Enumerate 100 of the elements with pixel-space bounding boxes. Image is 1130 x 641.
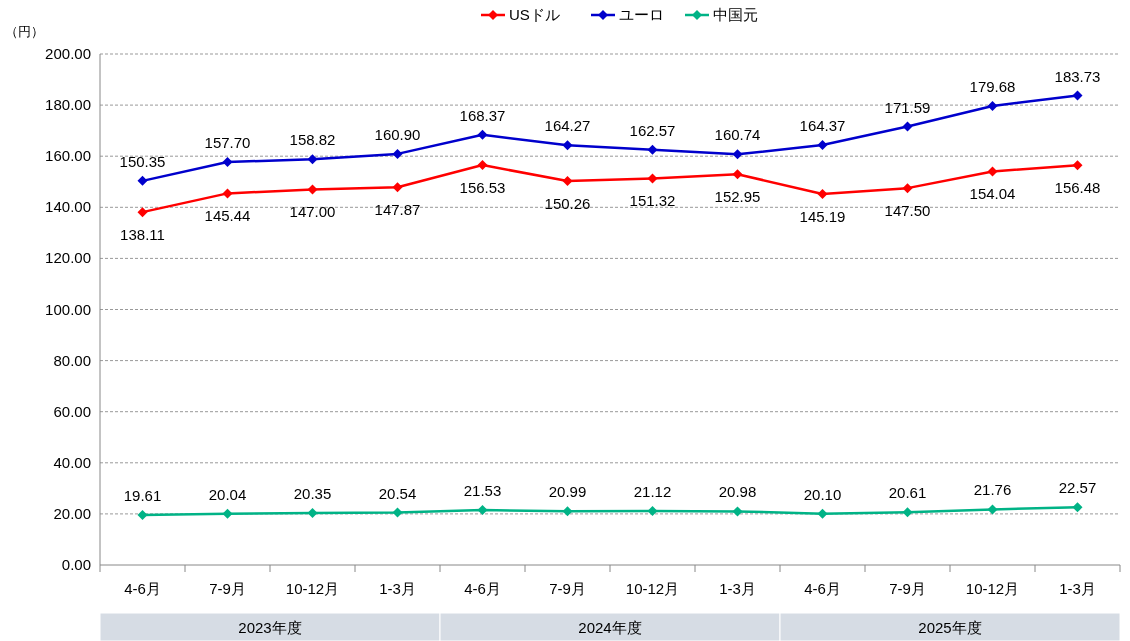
data-label: 151.32 <box>629 192 676 210</box>
x-tick-label: 7-9月 <box>889 580 926 597</box>
y-tick-label: 180.00 <box>45 96 91 114</box>
x-tick-label: 7-9月 <box>549 580 586 597</box>
data-label: 20.35 <box>293 485 332 503</box>
point <box>307 184 318 195</box>
data-label: 179.68 <box>969 77 1016 95</box>
point <box>647 144 658 155</box>
x-tick-label: 7-9月 <box>209 580 246 597</box>
y-tick-label: 120.00 <box>45 249 91 267</box>
data-label: 154.04 <box>969 185 1016 203</box>
data-label: 21.53 <box>463 481 502 499</box>
data-label: 19.61 <box>123 486 162 504</box>
x-tick-label: 4-6月 <box>464 580 501 597</box>
point <box>1072 502 1083 513</box>
point <box>647 173 658 184</box>
point <box>987 100 998 111</box>
point <box>477 160 488 171</box>
y-axis-title: （円） <box>5 24 44 39</box>
point <box>392 507 403 518</box>
data-label: 138.11 <box>120 226 165 244</box>
point <box>137 509 148 520</box>
y-tick-label: 20.00 <box>53 504 91 522</box>
data-label: 20.98 <box>718 483 757 501</box>
data-label: 20.04 <box>208 485 247 503</box>
point <box>137 207 148 218</box>
data-label: 145.19 <box>799 208 846 226</box>
x-tick-label: 10-12月 <box>285 580 340 597</box>
point <box>1072 90 1083 101</box>
data-label: 147.87 <box>374 201 421 219</box>
point <box>222 157 233 168</box>
point <box>222 188 233 199</box>
data-label: 168.37 <box>459 106 506 124</box>
x-tick-label: 1-3月 <box>719 580 756 597</box>
y-tick-label: 80.00 <box>53 351 91 369</box>
data-label: 21.12 <box>633 483 672 501</box>
y-tick-label: 100.00 <box>45 300 91 318</box>
legend-label: USドル <box>509 6 560 23</box>
data-label: 147.50 <box>884 202 931 220</box>
data-label: 22.57 <box>1058 479 1097 497</box>
y-tick-label: 160.00 <box>45 147 91 165</box>
data-label: 160.90 <box>374 125 421 143</box>
x-tick-label: 10-12月 <box>965 580 1020 597</box>
x-tick-label: 4-6月 <box>124 580 161 597</box>
data-label: 145.44 <box>204 207 251 225</box>
y-tick-label: 140.00 <box>45 198 91 216</box>
point <box>987 504 998 515</box>
point <box>902 183 913 194</box>
y-tick-label: 40.00 <box>53 453 91 471</box>
data-label: 160.74 <box>714 126 761 144</box>
text: 2025年度 <box>918 619 982 636</box>
x-tick-label: 4-6月 <box>804 580 841 597</box>
x-tick-label: 1-3月 <box>379 580 416 597</box>
point <box>307 508 318 519</box>
x-tick-label: 1-3月 <box>1059 580 1096 597</box>
point <box>562 506 573 517</box>
point <box>477 129 488 140</box>
point <box>732 506 743 517</box>
data-label: 20.61 <box>888 484 927 502</box>
text: 2024年度 <box>578 619 642 636</box>
text: 2023年度 <box>238 619 302 636</box>
point <box>562 176 573 187</box>
point <box>222 508 233 519</box>
data-label: 152.95 <box>714 188 761 206</box>
data-label: 171.59 <box>884 98 931 116</box>
point <box>817 508 828 519</box>
data-label: 157.70 <box>204 134 251 152</box>
data-label: 156.53 <box>459 179 506 197</box>
data-label: 20.99 <box>548 483 587 501</box>
data-label: 20.54 <box>378 484 417 502</box>
point <box>647 506 658 517</box>
point <box>392 148 403 159</box>
y-tick-label: 200.00 <box>45 45 91 62</box>
data-label: 183.73 <box>1054 67 1101 85</box>
data-label: 164.27 <box>544 117 591 135</box>
point <box>307 154 318 165</box>
point <box>817 189 828 200</box>
data-label: 164.37 <box>799 117 846 135</box>
x-tick-label: 10-12月 <box>625 580 680 597</box>
data-label: 158.82 <box>289 131 336 149</box>
y-tick-label: 0.00 <box>61 556 91 573</box>
data-label: 162.57 <box>629 121 676 139</box>
data-label: 156.48 <box>1054 179 1101 197</box>
point <box>732 169 743 180</box>
legend-label: ユーロ <box>619 6 664 23</box>
data-label: 20.10 <box>803 485 842 503</box>
y-tick-label: 60.00 <box>53 402 91 420</box>
point <box>137 175 148 186</box>
point <box>732 149 743 160</box>
data-label: 150.26 <box>544 195 591 213</box>
data-label: 147.00 <box>289 203 336 221</box>
data-label: 21.76 <box>973 481 1012 499</box>
point <box>477 504 488 515</box>
point <box>902 121 913 132</box>
point <box>1072 160 1083 171</box>
legend-label: 中国元 <box>713 6 758 23</box>
point <box>392 182 403 193</box>
point <box>817 140 828 151</box>
point <box>562 140 573 151</box>
data-label: 150.35 <box>119 152 166 170</box>
